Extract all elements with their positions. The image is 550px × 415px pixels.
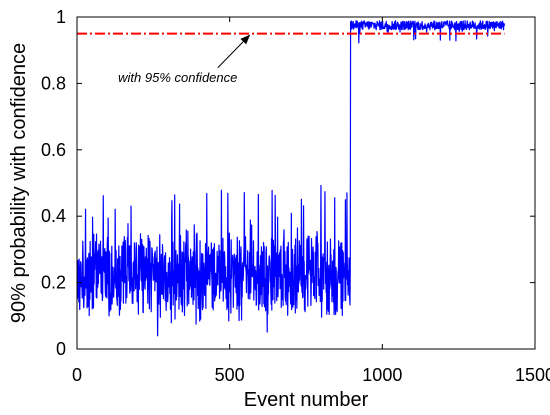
y-tick-label: 0.8 [41,73,66,93]
probability-series-line [77,20,506,337]
y-tick-label: 0.6 [41,140,66,160]
y-tick-label: 0.4 [41,206,66,226]
y-tick-label: 1 [56,7,66,27]
y-tick-label: 0 [56,339,66,359]
annotation-text: with 95% confidence [118,70,237,85]
plot-frame [76,16,536,350]
y-tick-label: 0.2 [41,273,66,293]
x-tick-label: 500 [215,365,245,385]
x-tick-label: 0 [72,365,82,385]
plot-background [77,17,535,349]
y-axis-label: 90% probability with confidence [8,43,30,323]
x-axis-label: Event number [244,389,369,411]
annotation-arrow [217,34,251,69]
x-tick-label: 1000 [362,365,402,385]
